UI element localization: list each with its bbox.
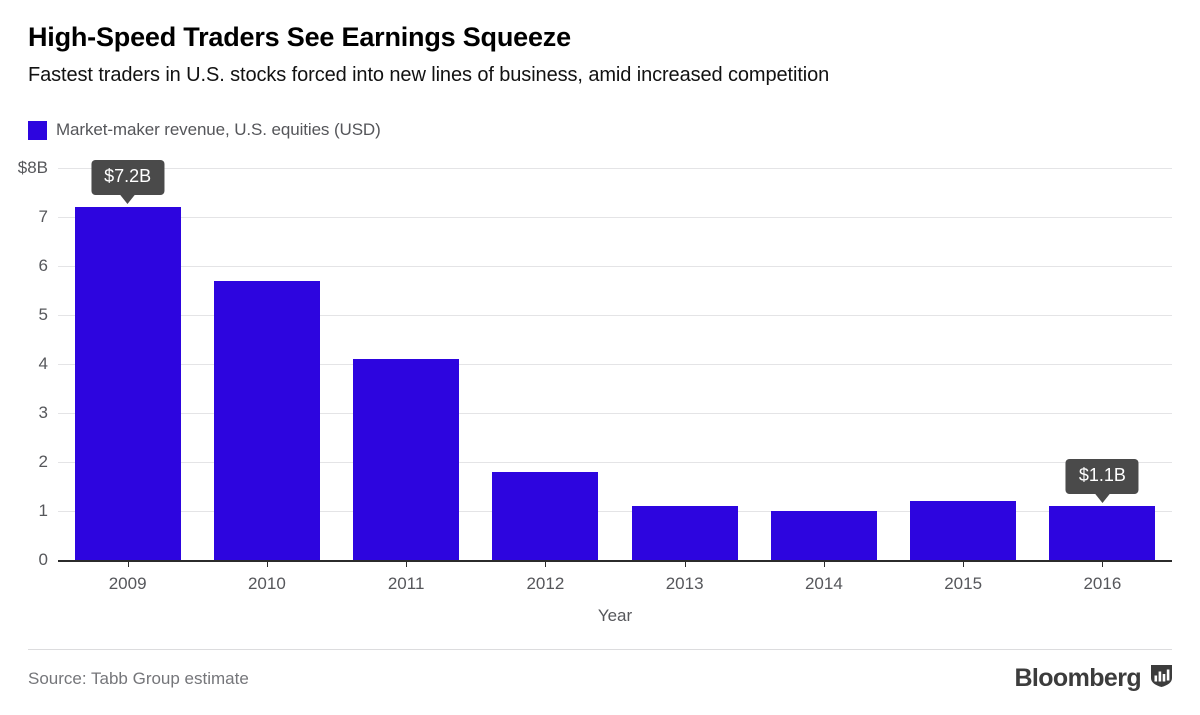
gridline xyxy=(58,168,1172,169)
bar[interactable] xyxy=(910,501,1017,560)
chart-footer: Source: Tabb Group estimate Bloomberg xyxy=(0,649,1200,715)
x-axis-tickmark xyxy=(1102,560,1104,567)
x-axis-tick-label: 2015 xyxy=(894,560,1033,593)
gridline xyxy=(58,413,1172,414)
source-note: Source: Tabb Group estimate xyxy=(28,669,249,688)
bar-slot xyxy=(894,168,1033,560)
x-axis-tickmark xyxy=(823,560,825,567)
y-axis-tick-label: 6 xyxy=(38,256,48,275)
bar-slot xyxy=(337,168,476,560)
chart-legend: Market-maker revenue, U.S. equities (USD… xyxy=(28,120,381,140)
x-axis-title: Year xyxy=(597,606,633,625)
bar[interactable] xyxy=(770,511,877,560)
bar[interactable] xyxy=(353,359,460,560)
chart-header: High-Speed Traders See Earnings Squeeze … xyxy=(28,22,1178,87)
x-axis-tickmark xyxy=(127,560,129,567)
gridline xyxy=(58,217,1172,218)
y-axis: $8B 7 6 5 4 3 2 1 0 xyxy=(0,158,58,569)
x-axis-tick-label: 2016 xyxy=(1033,560,1172,593)
x-axis-tickmark xyxy=(406,560,408,567)
gridlines xyxy=(58,168,1172,562)
gridline xyxy=(58,364,1172,365)
y-axis-tick-label: 7 xyxy=(38,207,48,226)
bar-slot: $1.1B xyxy=(1033,168,1172,560)
page-title: High-Speed Traders See Earnings Squeeze xyxy=(28,22,571,52)
gridline xyxy=(58,462,1172,463)
x-axis-tick-label: 2011 xyxy=(337,560,476,593)
x-axis-tickmark xyxy=(963,560,965,567)
gridline xyxy=(58,315,1172,316)
bar-slot xyxy=(476,168,615,560)
x-axis-tickmark xyxy=(545,560,547,567)
bar-slot: $7.2B xyxy=(58,160,197,560)
x-axis-tick-label: 2009 xyxy=(58,560,197,593)
chart-plot-area: $8B 7 6 5 4 3 2 1 0 $7.2B $1.1B 2009 2010 2011 2012 2… xyxy=(0,158,1200,625)
x-axis: 2009 2010 2011 2012 2013 2014 2015 2016 xyxy=(58,560,1172,593)
x-axis-tickmark xyxy=(684,560,686,567)
bar-slot xyxy=(197,168,336,560)
bar[interactable] xyxy=(492,471,599,560)
page-subtitle: Fastest traders in U.S. stocks forced in… xyxy=(28,64,830,87)
legend-item-label: Market-maker revenue, U.S. equities (USD… xyxy=(56,120,381,139)
y-axis-tick-label: $8B xyxy=(17,158,48,177)
y-axis-tick-label: 3 xyxy=(38,403,48,422)
bar[interactable] xyxy=(74,207,181,560)
x-axis-tick-label: 2014 xyxy=(754,560,893,593)
data-label-callout: $1.1B xyxy=(1065,459,1139,503)
footer-divider xyxy=(28,649,1172,650)
legend-swatch-icon xyxy=(28,120,47,140)
x-axis-tick-label: 2012 xyxy=(476,560,615,593)
bloomberg-shield-icon xyxy=(1149,663,1174,693)
x-axis-tickmark xyxy=(266,560,268,567)
data-label-callout: $7.2B xyxy=(91,160,165,204)
x-axis-tick-label: 2013 xyxy=(615,560,754,593)
y-axis-tick-label: 0 xyxy=(38,550,48,569)
bar-slot xyxy=(754,168,893,560)
x-axis-baseline xyxy=(58,560,1172,562)
bar[interactable] xyxy=(631,506,738,560)
bar-series: $7.2B $1.1B xyxy=(58,160,1172,560)
bar-slot xyxy=(615,168,754,560)
y-axis-tick-label: 4 xyxy=(38,354,48,373)
brand-wordmark: Bloomberg xyxy=(1014,663,1141,692)
y-axis-tick-label: 5 xyxy=(38,305,48,324)
y-axis-tick-label: 2 xyxy=(38,452,48,471)
y-axis-tick-label: 1 xyxy=(38,501,48,520)
gridline xyxy=(58,511,1172,512)
bar[interactable] xyxy=(1049,506,1156,560)
x-axis-tick-label: 2010 xyxy=(197,560,336,593)
bar[interactable] xyxy=(213,280,320,560)
bloomberg-branding: Bloomberg xyxy=(1014,663,1174,693)
gridline xyxy=(58,266,1172,267)
